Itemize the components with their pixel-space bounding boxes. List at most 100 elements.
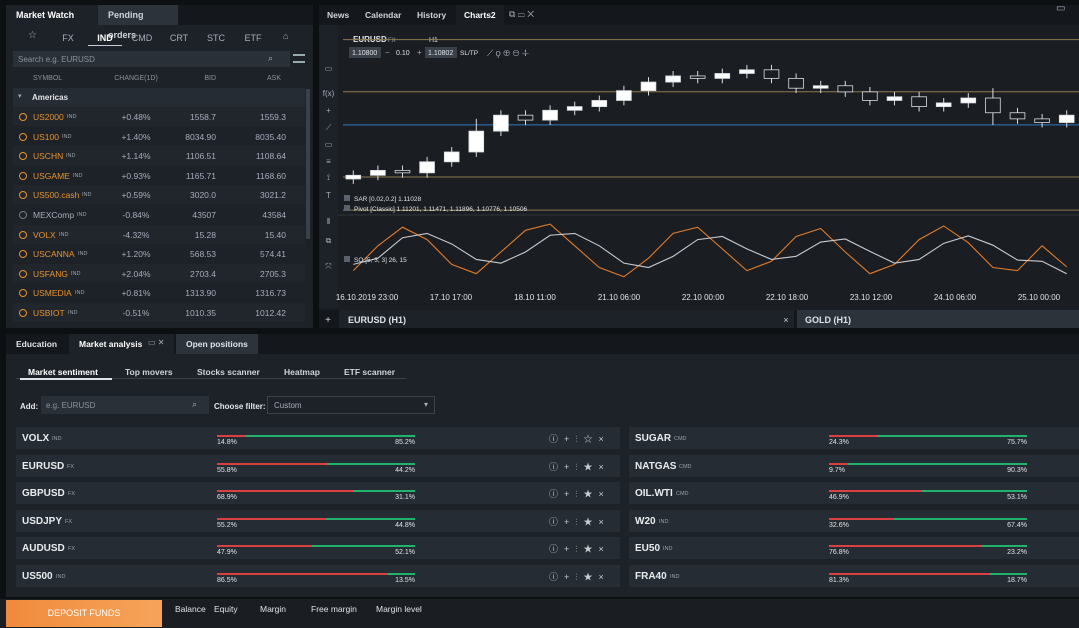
subtab[interactable]: Market sentiment bbox=[28, 367, 98, 377]
row-bg[interactable] bbox=[13, 283, 305, 303]
dropdown-arrow[interactable]: ▾ bbox=[424, 400, 429, 409]
row-bg[interactable] bbox=[629, 454, 1079, 477]
toolbar-icon[interactable]: ▭ bbox=[325, 140, 333, 149]
candle-body bbox=[837, 85, 854, 93]
row-bg[interactable] bbox=[629, 509, 1079, 532]
toolbar-icon[interactable]: + bbox=[326, 106, 331, 115]
tab[interactable]: Calendar bbox=[365, 10, 402, 20]
tab[interactable]: News bbox=[327, 10, 350, 20]
ask: 1.10802 bbox=[428, 50, 453, 57]
tab[interactable]: History bbox=[417, 10, 447, 20]
tab[interactable]: Charts2 bbox=[456, 5, 504, 25]
status-icon bbox=[19, 171, 27, 180]
group-row bbox=[13, 88, 305, 107]
window-icons[interactable]: ▭ ✕ bbox=[148, 338, 165, 347]
row-bg[interactable] bbox=[629, 537, 1079, 559]
toolbar-icon[interactable]: T bbox=[326, 191, 331, 200]
tab[interactable]: Pending orders bbox=[98, 5, 178, 40]
scrollbar[interactable] bbox=[306, 89, 310, 239]
row-bg[interactable] bbox=[13, 263, 305, 283]
window-icons[interactable]: ⧉ ▭ ✕ bbox=[509, 9, 535, 19]
symbol-tag: IND bbox=[67, 114, 77, 120]
tab[interactable]: Market Watch bbox=[6, 5, 98, 25]
sell-label: 14.8% bbox=[217, 439, 237, 446]
toolbar-icon[interactable]: ⫴ bbox=[327, 217, 330, 226]
row-bg[interactable] bbox=[16, 454, 620, 477]
sell-bar bbox=[829, 462, 849, 465]
row-bg[interactable] bbox=[13, 205, 305, 224]
buy-label: 44.2% bbox=[395, 466, 415, 474]
account-field: Balance bbox=[175, 604, 206, 614]
row-bg[interactable] bbox=[13, 185, 305, 205]
filter-select[interactable] bbox=[267, 396, 435, 414]
row-bg[interactable] bbox=[629, 564, 1079, 587]
buy-bar bbox=[327, 462, 415, 465]
add-input[interactable] bbox=[41, 396, 209, 414]
filter-tab[interactable]: IND bbox=[97, 33, 113, 43]
ask-box bbox=[425, 47, 457, 58]
filter-tab[interactable]: STC bbox=[207, 33, 225, 43]
symbol-tag: FX bbox=[68, 491, 76, 497]
status-icon bbox=[19, 250, 27, 259]
tab[interactable]: Education bbox=[16, 339, 58, 349]
toolbar-icon[interactable]: ⟟ bbox=[327, 173, 330, 182]
row-actions[interactable]: ⓘ+⫶★× bbox=[549, 571, 610, 582]
row-bg[interactable] bbox=[13, 146, 305, 166]
toolbar-icon[interactable]: f(x) bbox=[323, 89, 335, 98]
row-bg[interactable] bbox=[13, 303, 305, 322]
buy-bar bbox=[388, 572, 415, 575]
toolbar-icon[interactable]: ⧉ bbox=[326, 236, 332, 245]
search-input[interactable] bbox=[13, 51, 290, 67]
analysis-panel: Add: e.g. EURUSD ⌕ Choose filter: Custom… bbox=[6, 334, 1079, 597]
layout-icon[interactable] bbox=[293, 54, 305, 63]
toolbar-icon[interactable]: ▭ bbox=[325, 64, 333, 73]
toolbar-icon[interactable]: ⟋ bbox=[326, 123, 332, 132]
tab[interactable]: Open positions bbox=[176, 334, 258, 354]
plus: + bbox=[417, 48, 422, 57]
sell-label: 32.6% bbox=[829, 521, 849, 529]
row-bg[interactable] bbox=[629, 427, 1079, 449]
subtab[interactable]: Heatmap bbox=[284, 367, 320, 377]
row-bg[interactable] bbox=[13, 165, 305, 185]
row-bg[interactable] bbox=[16, 564, 620, 587]
menu-icon[interactable]: ▭ bbox=[1056, 3, 1066, 14]
sell-bar bbox=[829, 517, 894, 520]
row-bg[interactable] bbox=[629, 482, 1079, 504]
row-actions[interactable]: ⓘ+⫶☆× bbox=[549, 434, 610, 444]
footer bbox=[0, 599, 1079, 628]
favorites-icon[interactable]: ☆ bbox=[28, 30, 37, 41]
account-field: Free margin bbox=[311, 604, 357, 614]
row-bg[interactable] bbox=[13, 126, 305, 146]
row-bg[interactable] bbox=[13, 107, 305, 126]
column-header: BID bbox=[204, 75, 216, 82]
filter-icon[interactable]: ⌂ bbox=[283, 31, 289, 41]
tab[interactable]: Market analysis bbox=[69, 334, 175, 354]
row-actions[interactable]: ⓘ+⫶★× bbox=[549, 516, 610, 527]
row-bg[interactable] bbox=[16, 509, 620, 532]
search-icon[interactable]: ⌕ bbox=[268, 53, 274, 63]
filter-tab[interactable]: CMD bbox=[131, 33, 153, 43]
row-bg[interactable] bbox=[16, 537, 620, 559]
x-tick-label: 22.10 00:00 bbox=[682, 293, 725, 302]
filter-tab[interactable]: ETF bbox=[244, 33, 262, 43]
toolbar-icon[interactable]: ⤧ bbox=[325, 262, 332, 271]
filter-tab[interactable]: CRT bbox=[169, 33, 189, 43]
change: +0.59% bbox=[121, 190, 151, 201]
subtab[interactable]: Top movers bbox=[125, 367, 173, 377]
row-actions[interactable]: ⓘ+⫶★× bbox=[549, 461, 610, 472]
search-icon[interactable]: ⌕ bbox=[192, 399, 198, 409]
row-bg[interactable] bbox=[13, 244, 305, 264]
deposit-button[interactable]: DEPOSIT FUNDS bbox=[6, 600, 162, 627]
toolbar-icon[interactable]: ≡ bbox=[326, 157, 331, 166]
row-bg[interactable] bbox=[16, 482, 620, 504]
row-actions[interactable]: ⓘ+⫶★× bbox=[549, 489, 610, 499]
symbol: VOLX bbox=[33, 229, 56, 240]
ask: 8035.40 bbox=[255, 131, 286, 142]
row-bg[interactable] bbox=[13, 224, 305, 244]
filter-tab[interactable]: FX bbox=[62, 33, 74, 43]
row-actions[interactable]: ⓘ+⫶★× bbox=[549, 544, 610, 554]
subtab[interactable]: Stocks scanner bbox=[197, 367, 260, 377]
candle-body bbox=[689, 75, 706, 79]
row-bg[interactable] bbox=[16, 427, 620, 449]
subtab[interactable]: ETF scanner bbox=[344, 367, 396, 377]
